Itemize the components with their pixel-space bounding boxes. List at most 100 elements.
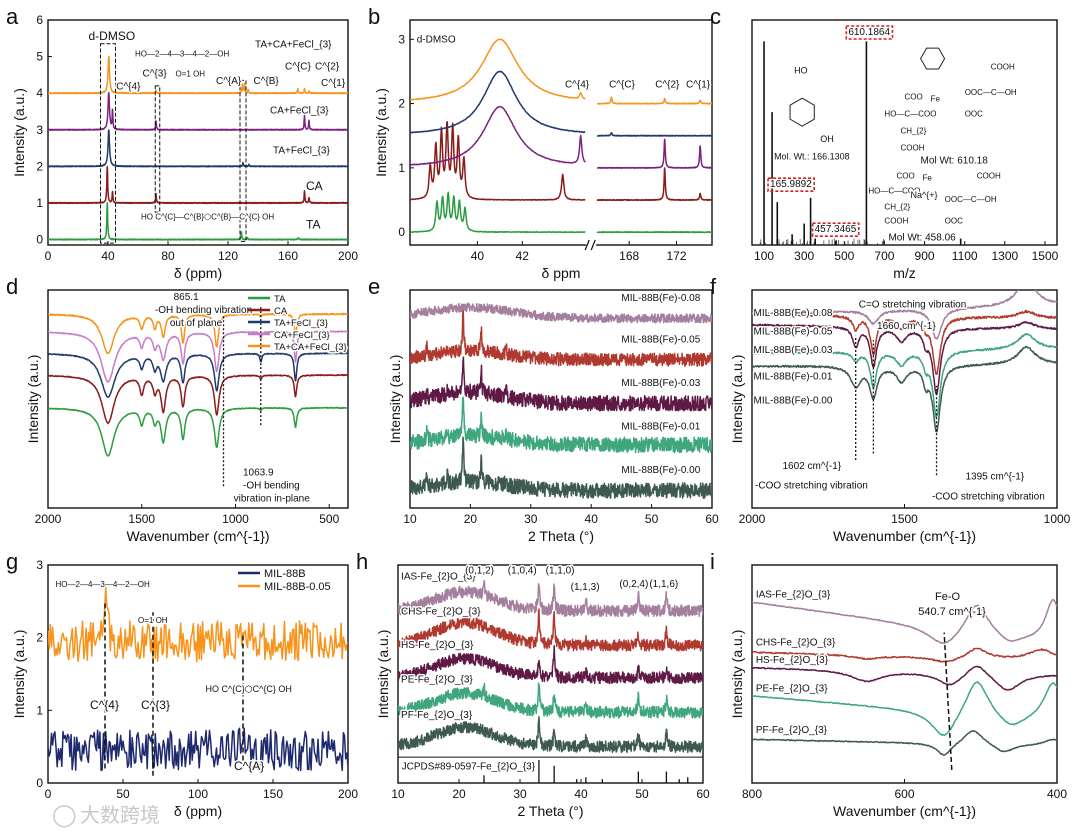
x-tick-label: 800: [742, 787, 762, 801]
annotation-label: C^{C}: [609, 80, 635, 91]
x-tick-label: 100: [188, 787, 208, 801]
panel-a: a 0 40 80 120 160 200 0 1 2 3 4 5 6 δ (ppm) Intensity (…: [6, 4, 358, 281]
annotation-label: MIL-88B(Fe)-0.01: [621, 422, 700, 433]
annotation-label: CHS-Fe_{2}O_{3}: [756, 638, 836, 649]
panel-letter: c: [710, 4, 721, 29]
panel-g: g 0 50 100 150 200 0 1 2 3 δ (ppm) Intensity (a.u.)…: [6, 549, 358, 819]
annotation-label: PF-Fe_{2}O_{3}: [756, 725, 828, 736]
annotation-label: CH_{2}: [900, 127, 926, 136]
series-line-0: [398, 715, 703, 754]
y-tick-label: 3: [36, 123, 43, 137]
y-tick-label: 2: [36, 159, 43, 173]
annotation-label: C=O stretching vibration: [859, 299, 967, 310]
annotation-label: OOC: [945, 217, 963, 226]
x-tick-label: 172: [666, 249, 686, 263]
series-line-4: [398, 580, 703, 618]
x-tick-label: 80: [161, 249, 175, 263]
x-axis-label: δ ppm: [542, 265, 581, 281]
plot-frame: [47, 19, 349, 246]
series-line-3: [48, 91, 348, 131]
dashed-region-box: [239, 79, 247, 242]
annotation-label: MIL-88B(Fe)-0.05: [621, 334, 700, 345]
panel-i: i 800 600 400 Wavenumber (cm^{-1}) Intensity …: [710, 549, 1067, 819]
boxed-peak-label: 165.9892: [770, 179, 812, 190]
series-line-0: [752, 730, 1057, 756]
annotation-label: O=1 OH: [176, 70, 206, 79]
dashed-region-box: [154, 85, 161, 213]
annotation-label: d-DMSO: [89, 29, 136, 43]
x-axis-label: δ (ppm): [174, 803, 222, 819]
legend-label: CA+FeCl_{3}: [274, 330, 330, 341]
annotation-label: C^{2}: [655, 80, 680, 91]
annotation-label: 1602 cm^{-1}: [783, 461, 842, 472]
annotation-label: out of plane: [170, 318, 223, 329]
panel-e: e 10 20 30 40 50 60 2 Theta (°) Intensity (a.u.)…: [368, 274, 719, 544]
annotation-label: C^{3}: [143, 69, 168, 80]
plot-frame: [751, 19, 1058, 246]
plot-area: [410, 302, 712, 499]
series-line-2: [410, 356, 712, 412]
benzene-ring-structure: [789, 97, 815, 127]
annotation-label: 1063.9: [243, 467, 274, 478]
annotation-label: -OH bending vibration: [155, 305, 252, 316]
annotation-label: MIL-88B(Fe)-0.05: [754, 327, 833, 338]
series-line-1: [48, 373, 348, 425]
x-axis-label: Wavenumber (cm^{-1}): [127, 528, 270, 544]
panel-c: c 100 300 500 700 900 1100 1300 1500 m/z 610.1864 1…: [710, 4, 1059, 281]
annotation-label: C^{1}: [321, 78, 346, 89]
x-axis-label: 2 Theta (°): [528, 528, 594, 544]
series-line-2: [752, 665, 1057, 691]
benzene-ring-structure: [920, 47, 946, 70]
y-axis-label: Intensity (a.u.): [11, 630, 27, 719]
x-tick-label: 30: [513, 787, 527, 801]
y-axis-label: Intensity (a.u.): [373, 88, 389, 177]
panel-d: d 2000 1500 1000 500 Wavenumber (cm^{-1}) Inte…: [6, 274, 349, 544]
annotation-label: Mol. Wt.: 166.1308: [774, 151, 850, 161]
series-line-1: [410, 396, 712, 454]
annotation-label: OOC: [965, 109, 983, 118]
panel-letter: f: [710, 274, 717, 299]
y-axis-label: Intensity (a.u.): [387, 355, 403, 444]
x-tick-label: 1300: [991, 249, 1018, 263]
y-tick-label: 3: [36, 558, 43, 572]
annotation-label: d-DMSO: [417, 35, 456, 46]
reference-label: JCPDS#89-0597-Fe_{2}O_{3}: [402, 762, 536, 773]
annotation-label: C^{3}: [141, 698, 170, 712]
annotation-label: 540.7 cm^{-1}: [918, 606, 986, 618]
plot-area: [48, 312, 348, 457]
series-line-0: [752, 345, 1057, 433]
annotation-label: (1,1,6): [649, 579, 678, 590]
annotation-label: PE-Fe_{2}O_{3}: [756, 683, 828, 694]
panel-letter: g: [6, 549, 18, 574]
annotation-label: C^{4}: [565, 80, 590, 91]
panel-letter: d: [6, 274, 18, 299]
series-line-0: [410, 191, 712, 234]
annotation-label: -COO stretching vibration: [755, 480, 868, 491]
annotation-label: PE-Fe_{2}O_{3}: [401, 675, 473, 686]
x-tick-label: 50: [645, 512, 659, 526]
annotation-label: PF-Fe_{2}O_{3}: [401, 710, 473, 721]
legend-label: TA+FeCl_{3}: [274, 318, 328, 329]
legend-label: CA: [274, 306, 288, 317]
annotation-label: MIL-88B(Fe)-0.08: [621, 293, 700, 304]
x-axis-label: Wavenumber (cm^{-1}): [833, 803, 976, 819]
panel-letter: b: [368, 4, 380, 29]
x-tick-label: 50: [116, 787, 130, 801]
annotation-label: Fe: [931, 94, 941, 103]
annotation-label: COOH: [884, 217, 908, 226]
annotation-label: 865.1: [174, 292, 199, 303]
red-dashed-box: [811, 222, 860, 237]
x-tick-label: 2000: [35, 512, 62, 526]
panel-letter: i: [710, 549, 715, 574]
y-tick-label: 2: [36, 631, 43, 645]
series-line-0: [48, 406, 348, 457]
x-tick-label: 60: [705, 512, 719, 526]
annotation-label: MIL-88B(Fe)-0.00: [754, 395, 833, 406]
x-axis-label: δ (ppm): [174, 265, 222, 281]
boxed-peak-label: 457.3465: [815, 224, 857, 235]
x-tick-label: 500: [319, 512, 339, 526]
x-tick-label: 300: [794, 249, 814, 263]
annotation-label: C^{1}: [686, 80, 711, 91]
x-tick-label: 500: [834, 249, 854, 263]
annotation-label: OOC—C—OH: [945, 195, 997, 204]
